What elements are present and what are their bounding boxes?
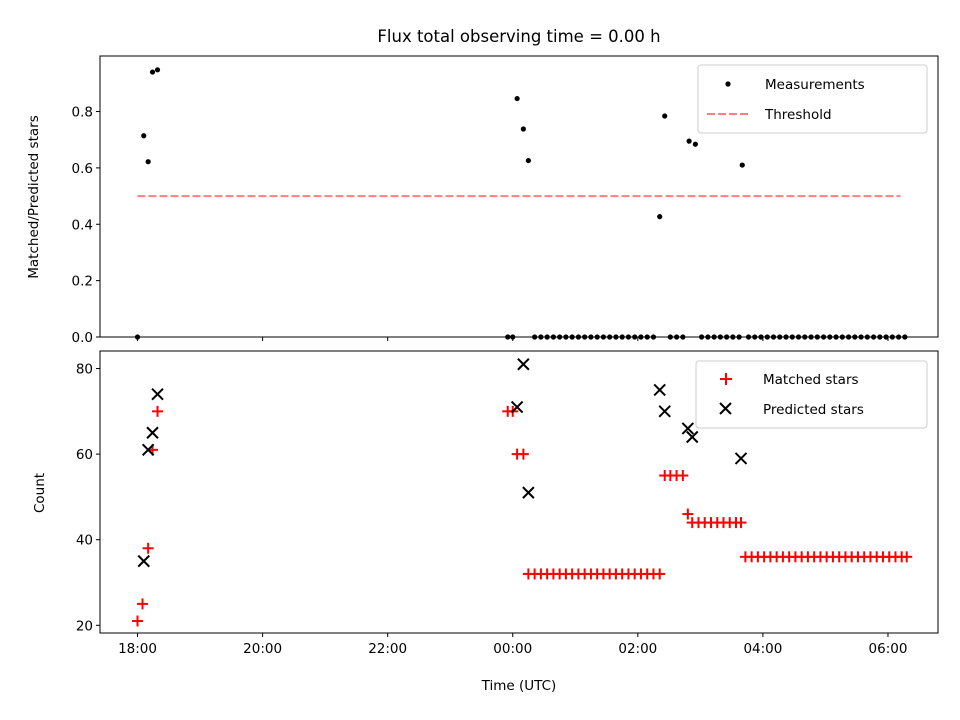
measurement-point [662, 113, 668, 119]
axes-frame-count [99, 350, 939, 634]
y-axis-ticks-count: 20 40 60 80 [76, 362, 100, 634]
legend-marker-matched [720, 373, 732, 385]
predicted-stars-point [141, 443, 155, 457]
y-tick-label: 0.4 [72, 217, 93, 233]
measurement-point [520, 126, 526, 132]
y-tick-label: 40 [76, 533, 93, 549]
x-tick-label: 06:00 [869, 641, 908, 657]
predicted-stars-point [686, 430, 699, 444]
measurement-point [739, 162, 745, 168]
chart-title: Flux total observing time = 0.00 h [377, 27, 660, 46]
panel-star-counts: Count Time (UTC) 20 40 60 80 18:00 20:00 22:0… [32, 350, 939, 694]
matched-stars-point [654, 568, 666, 580]
matched-stars-point [901, 551, 913, 563]
y-axis-label-count: Count [32, 473, 48, 513]
x-tick-label: 04:00 [743, 641, 782, 657]
predicted-stars-point [658, 405, 671, 418]
legend-marker-measurements [725, 81, 731, 87]
matched-stars-point [132, 615, 144, 627]
matched-stars-point [137, 598, 149, 610]
measurement-point [141, 133, 147, 139]
y-tick-label: 20 [76, 618, 93, 634]
measurement-point [149, 69, 156, 75]
legend-label-measurements: Measurements [765, 77, 865, 93]
matched-stars-point [152, 405, 164, 417]
predicted-stars-point [653, 383, 666, 397]
predicted-stars-point [522, 486, 535, 499]
legend-ratio: Measurements Threshold [697, 64, 928, 134]
y-tick-label: 0.0 [72, 330, 93, 346]
axes-frame-ratio [99, 55, 939, 338]
legend-label-predicted: Predicted stars [763, 402, 864, 418]
predicted-stars-point [517, 358, 530, 371]
x-axis-label: Time (UTC) [481, 678, 557, 694]
predicted-stars-point [510, 400, 524, 414]
measurement-point [657, 214, 663, 220]
matched-stars-point [142, 542, 154, 554]
x-tick-label: 20:00 [243, 641, 282, 657]
measurement-point [145, 159, 151, 165]
y-axis-label-ratio: Matched/Predicted stars [26, 115, 42, 278]
matched-stars-point [735, 517, 747, 529]
legend-label-matched: Matched stars [763, 372, 859, 388]
legend-count: Matched stars Predicted stars [695, 360, 928, 429]
predicted-stars-point [151, 388, 164, 401]
panel-flux-ratio: Flux total observing time = 0.00 h Match… [26, 27, 939, 346]
legend-label-threshold: Threshold [764, 107, 832, 123]
predicted-stars-point [734, 452, 748, 465]
measurement-point [514, 95, 520, 102]
x-axis-ticks-count: 18:00 20:00 22:00 00:00 02:00 04:00 06:00 [118, 633, 907, 657]
matched-stars-point [677, 470, 689, 482]
plot-area-ratio [134, 67, 908, 340]
x-tick-label: 18:00 [118, 641, 157, 657]
x-tick-label: 00:00 [493, 641, 532, 657]
y-tick-label: 80 [76, 362, 93, 378]
y-tick-label: 0.2 [72, 274, 93, 290]
matched-stars-point [682, 508, 694, 520]
legend-box-count [695, 360, 928, 429]
predicted-stars-point [137, 554, 150, 568]
legend-marker-predicted [719, 402, 732, 415]
measurement-point [686, 138, 692, 144]
y-tick-label: 0.6 [72, 161, 93, 177]
measurement-point [692, 141, 698, 147]
plot-area-count [132, 358, 913, 627]
matched-stars-point [517, 448, 529, 460]
measurement-point [154, 67, 161, 73]
y-axis-ticks-ratio: 0.0 0.2 0.4 0.6 0.8 [72, 105, 100, 346]
y-tick-label: 60 [76, 447, 93, 463]
x-tick-label: 02:00 [618, 641, 657, 657]
x-tick-label: 22:00 [368, 641, 407, 657]
predicted-stars-point [146, 426, 159, 439]
measurement-point [525, 157, 531, 164]
predicted-stars-point [681, 422, 695, 435]
y-tick-label: 0.8 [72, 105, 93, 121]
legend-box-ratio [697, 64, 928, 134]
